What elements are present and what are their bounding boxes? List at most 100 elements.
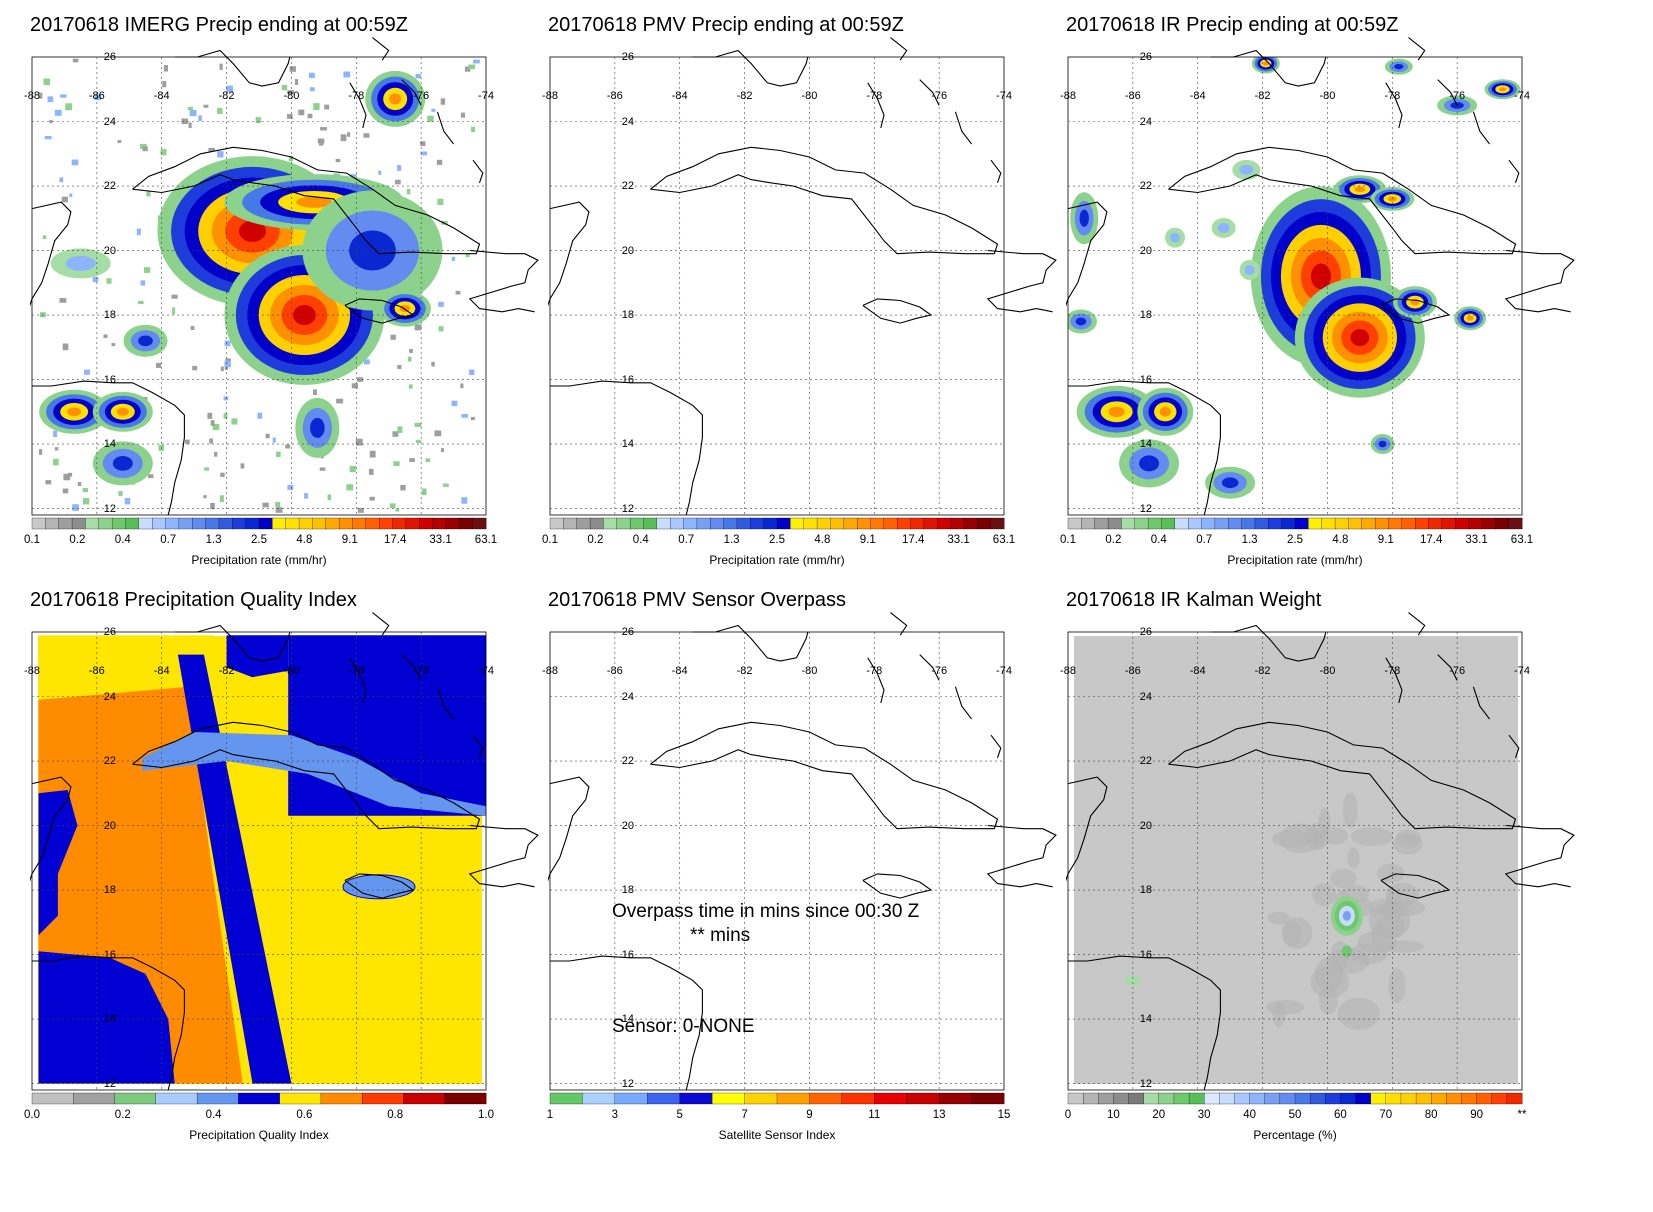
colorbar-swatch [616,517,631,530]
colorbar-tick-label: 5 [676,1109,683,1121]
colorbar-swatch [830,517,845,530]
colorbar-swatch [582,1092,616,1105]
colorbar-tick-label: 9.1 [341,534,358,546]
colorbar-swatch [1158,1092,1175,1105]
longitude-label: -76 [413,89,430,102]
colorbar-swatch [856,517,871,530]
longitude-label: -84 [1189,664,1206,677]
colorbar-swatch [1228,517,1243,530]
colorbar-swatch [1082,1092,1099,1105]
kalman-weight-map [1066,612,1575,1091]
latitude-label: 18 [1139,884,1152,897]
colorbar-tick-label: 0.4 [632,534,649,546]
colorbar-tick-label: 0.2 [587,534,604,546]
colorbar-swatch [245,517,260,530]
longitude-label: -84 [1189,89,1206,102]
latitude-label: 22 [103,180,116,192]
longitude-label: -88 [24,664,40,677]
colorbar-tick-label: 1.3 [1241,534,1258,546]
latitude-label: 22 [1139,180,1152,192]
colorbar-swatch [1495,517,1510,530]
colorbar-swatch [58,517,73,530]
latitude-label: 14 [621,438,634,451]
colorbar-swatch [1334,517,1349,530]
colorbar-swatch [1370,1092,1387,1105]
colorbar-tick-label: 0.6 [296,1109,313,1121]
colorbar-swatch [1241,517,1256,530]
colorbar-swatch [192,517,207,530]
longitude-label: -78 [348,89,365,102]
colorbar-swatch [1113,1092,1129,1105]
colorbar-title: Percentage (%) [1253,1128,1337,1142]
colorbar-tick-label: 40 [1243,1109,1256,1121]
colorbar-tick-label: 0.2 [114,1109,131,1121]
latitude-label: 16 [621,373,634,386]
colorbar-tick-label: 2.5 [1287,534,1303,546]
longitude-label: -78 [348,664,365,677]
colorbar-swatch [990,517,1005,530]
colorbar-tick-label: 63.1 [1510,534,1534,546]
colorbar-swatch [1107,517,1122,530]
colorbar-swatch [362,1092,404,1105]
colorbar-swatch [776,517,791,530]
colorbar-title: Precipitation rate (mm/hr) [709,553,845,567]
colorbar-swatch [138,517,153,530]
panel-title: 20170618 IMERG Precip ending at 00:59Z [30,14,409,36]
colorbar-title: Satellite Sensor Index [718,1128,836,1142]
latitude-label: 26 [1139,51,1152,63]
colorbar-swatch [549,517,564,530]
colorbar-swatch [906,1092,940,1105]
colorbar-swatch [1264,1092,1281,1105]
colorbar-swatch [870,517,885,530]
pmv-precip-map [548,37,1057,516]
longitude-label: -88 [542,89,558,102]
colorbar-tick-label: 0.4 [1150,534,1167,546]
longitude-label: -80 [801,89,818,102]
colorbar-swatch [1491,1092,1508,1105]
colorbar-tick-label: 10 [1106,1109,1120,1121]
colorbar-swatch [272,517,287,530]
longitude-label: -74 [478,89,494,102]
colorbar-swatch [1428,517,1443,530]
longitude-label: -78 [866,89,883,102]
colorbar-swatch [1173,1092,1190,1105]
colorbar-swatch [114,1092,157,1105]
colorbar-swatch [1249,1092,1266,1105]
colorbar-swatch [1508,517,1523,530]
colorbar-swatch [723,517,738,530]
longitude-label: -78 [1384,89,1401,102]
colorbar-tick-label: 3 [611,1109,619,1121]
colorbar-swatch [1128,1092,1145,1105]
colorbar-swatch [1441,517,1456,530]
colorbar-swatch [279,1092,322,1105]
longitude-label: -88 [24,89,40,102]
colorbar-tick-label: 11 [868,1109,881,1121]
colorbar-swatch [403,1092,446,1105]
colorbar-swatch [320,1092,363,1105]
colorbar-tick-label: ** [1517,1109,1527,1121]
latitude-label: 12 [103,1077,116,1090]
colorbar-swatch [923,517,938,530]
longitude-label: -74 [1514,664,1530,677]
colorbar-swatch [125,517,140,530]
colorbar-swatch [1174,517,1189,530]
colorbar-tick-label: 9.1 [1377,534,1394,546]
colorbar-tick-label: 63.1 [474,534,498,546]
ir-precip-panel: 20170618 IR Precip ending at 00:59Z -88 -… [1060,14,1606,614]
colorbar-swatch [1309,1092,1326,1105]
colorbar-swatch [744,1092,778,1105]
overpass-annotation: Overpass time in mins since 00:30 Z [612,901,920,922]
colorbar-tick-label: 20 [1152,1109,1166,1121]
panel-title: 20170618 IR Precip ending at 00:59Z [1066,14,1399,36]
colorbar-swatch [1094,517,1109,530]
colorbar-swatch [643,517,658,530]
colorbar-swatch [790,517,805,530]
colorbar-swatch [472,517,487,530]
colorbar-tick-label: 70 [1379,1109,1393,1121]
colorbar-swatch [776,1092,810,1105]
kalman-weight-panel: 20170618 IR Kalman Weight -88 -86 -84 -82 -8… [1060,589,1606,1189]
colorbar-swatch [803,517,818,530]
colorbar [549,1092,1005,1105]
latitude-label: 20 [103,244,116,257]
latitude-label: 16 [103,373,116,386]
